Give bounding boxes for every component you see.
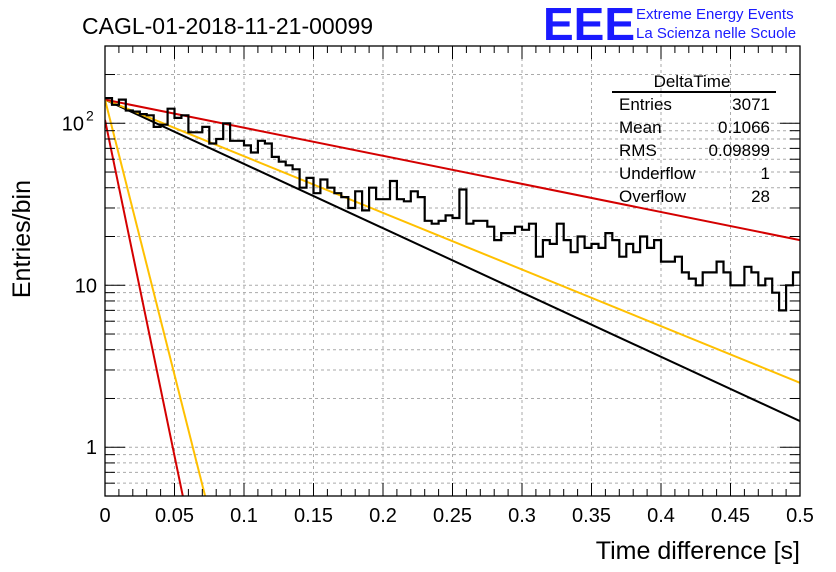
- fit-line: [105, 98, 800, 423]
- grid: [105, 45, 800, 497]
- fit-line: [105, 98, 800, 242]
- fit-line: [105, 119, 184, 496]
- stats-label: Entries: [619, 95, 672, 114]
- x-tick-label: 0.45: [711, 505, 750, 527]
- stats-rows: Entries 3071 Mean 0.1066 RMS 0.09899 Underflow…: [619, 95, 770, 206]
- stats-value: 0.09899: [709, 141, 770, 160]
- fit-line: [105, 99, 207, 496]
- x-axis-label: Time difference [s]: [596, 537, 800, 565]
- stats-value: 3071: [732, 95, 770, 114]
- x-tick-label: 0.35: [572, 505, 611, 527]
- x-tick-label: 0.4: [647, 505, 675, 527]
- y-tick-label: 10: [62, 113, 84, 135]
- stats-label: Overflow: [619, 187, 687, 206]
- x-axis-ticks: 0 0.05 0.1 0.15 0.2 0.25 0.3 0.35 0.4 0.45 0.5: [99, 46, 814, 527]
- x-tick-label: 0.2: [369, 505, 397, 527]
- logo-line1: Extreme Energy Events: [636, 6, 794, 23]
- y-tick-label: 1: [86, 437, 97, 459]
- y-axis-label: Entries/bin: [8, 180, 36, 298]
- stats-value: 1: [761, 164, 770, 183]
- stats-label: Mean: [619, 118, 662, 137]
- eee-logo: EEE Extreme Energy Events La Scienza nel…: [543, 0, 796, 50]
- stats-name: DeltaTime: [654, 72, 731, 91]
- x-tick-label: 0.3: [508, 505, 536, 527]
- fit-lines: [105, 98, 800, 496]
- stats-value: 28: [751, 187, 770, 206]
- x-tick-label: 0.05: [155, 505, 194, 527]
- histogram-outline: [105, 97, 800, 312]
- y-tick-label: 10: [75, 275, 97, 297]
- stats-box: DeltaTime Entries 3071 Mean 0.1066 RMS 0.0989…: [612, 72, 776, 206]
- stats-label: RMS: [619, 141, 657, 160]
- x-tick-label: 0.1: [230, 505, 258, 527]
- stats-value: 0.1066: [718, 118, 770, 137]
- logo-mark: EEE: [543, 0, 635, 50]
- fit-line: [105, 98, 800, 384]
- y-tick-exponent: 2: [86, 107, 94, 123]
- chart-title: CAGL-01-2018-11-21-00099: [82, 13, 373, 39]
- x-tick-label: 0.15: [294, 505, 333, 527]
- x-tick-label: 0.25: [433, 505, 472, 527]
- stats-label: Underflow: [619, 164, 696, 183]
- x-tick-label: 0.5: [786, 505, 814, 527]
- x-tick-label: 0: [99, 505, 110, 527]
- logo-line2: La Scienza nelle Scuole: [636, 25, 796, 42]
